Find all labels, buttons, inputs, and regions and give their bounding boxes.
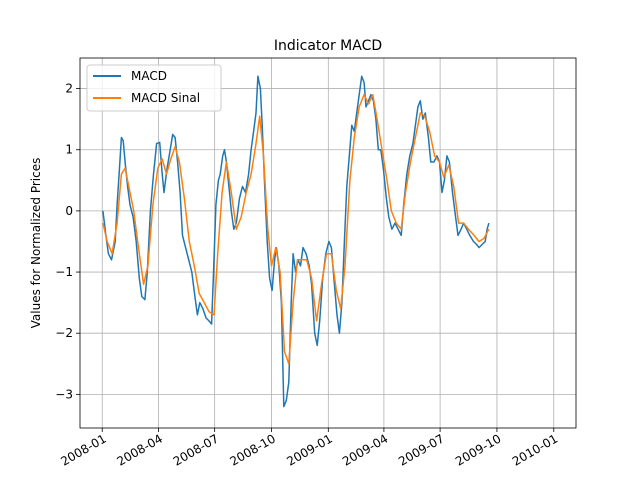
- series-line-macd: [102, 75, 490, 408]
- y-tick-label-2: 2: [65, 82, 73, 96]
- legend: MACD MACD Sinal: [86, 64, 222, 112]
- y-tick-label--2: −2: [55, 326, 73, 340]
- y-tick-label--3: −3: [55, 387, 73, 401]
- chart-title: Indicator MACD: [274, 38, 382, 54]
- grid: [80, 58, 576, 428]
- y-axis-title: Values for Normalized Prices: [29, 158, 43, 329]
- y-tick-label--1: −1: [55, 265, 73, 279]
- y-tick-label-0: 0: [65, 204, 73, 218]
- legend-label-macd-sinal: MACD Sinal: [131, 91, 200, 105]
- legend-label-macd: MACD: [131, 69, 167, 83]
- y-tick-label-1: 1: [65, 143, 73, 157]
- series-line-macd-sinal: [102, 93, 490, 365]
- series-layer: [102, 75, 490, 408]
